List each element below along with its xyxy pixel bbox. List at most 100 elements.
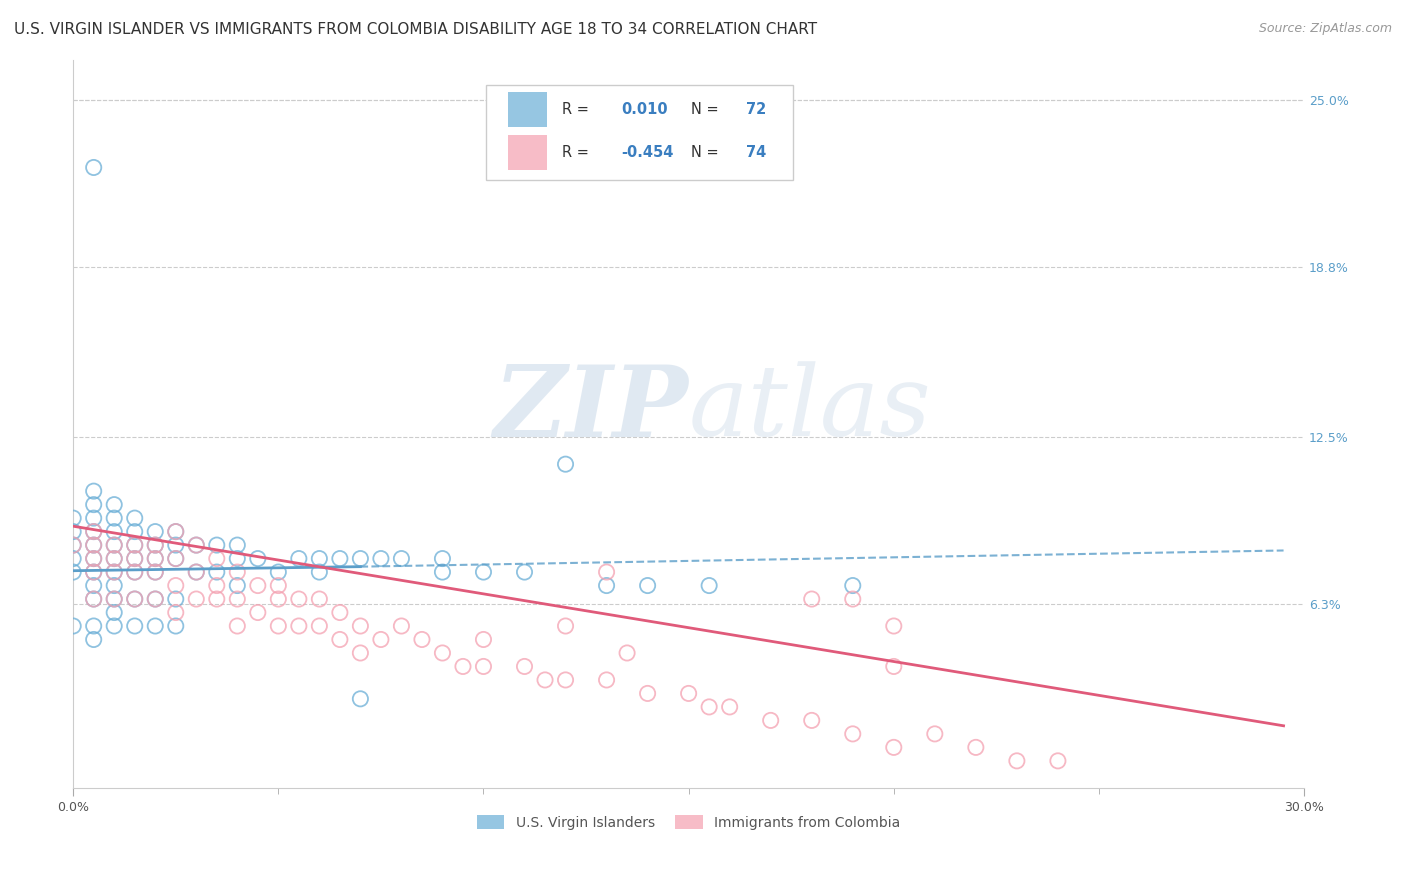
Point xyxy=(186,538,208,552)
Point xyxy=(472,659,495,673)
Text: U.S. VIRGIN ISLANDER VS IMMIGRANTS FROM COLOMBIA DISABILITY AGE 18 TO 34 CORRELA: U.S. VIRGIN ISLANDER VS IMMIGRANTS FROM … xyxy=(14,22,817,37)
Text: R =: R = xyxy=(562,102,593,117)
Point xyxy=(186,565,208,579)
Point xyxy=(267,619,290,633)
Point xyxy=(103,565,125,579)
Point xyxy=(83,619,105,633)
Point xyxy=(883,619,905,633)
Point xyxy=(759,714,782,728)
Point xyxy=(83,632,105,647)
Point xyxy=(267,578,290,592)
Point xyxy=(103,538,125,552)
Point xyxy=(370,551,392,566)
Point xyxy=(391,551,413,566)
Point xyxy=(205,565,228,579)
Point xyxy=(103,538,125,552)
Point xyxy=(1005,754,1028,768)
Point xyxy=(226,565,249,579)
Point xyxy=(165,551,187,566)
Point xyxy=(103,619,125,633)
Point xyxy=(62,538,84,552)
Point xyxy=(329,632,352,647)
Point xyxy=(800,714,823,728)
Point xyxy=(965,740,987,755)
Point xyxy=(370,632,392,647)
Point xyxy=(83,524,105,539)
Point xyxy=(62,511,84,525)
Point xyxy=(83,565,105,579)
Point xyxy=(124,565,146,579)
Point xyxy=(308,565,330,579)
Point xyxy=(205,578,228,592)
Text: 0.010: 0.010 xyxy=(621,102,668,117)
Point xyxy=(472,632,495,647)
Point xyxy=(103,524,125,539)
Point xyxy=(513,565,536,579)
Point xyxy=(62,619,84,633)
Point xyxy=(226,592,249,607)
Point xyxy=(83,511,105,525)
Point xyxy=(472,565,495,579)
Point xyxy=(143,565,166,579)
Legend: U.S. Virgin Islanders, Immigrants from Colombia: U.S. Virgin Islanders, Immigrants from C… xyxy=(471,810,907,836)
Point xyxy=(165,524,187,539)
Point xyxy=(165,578,187,592)
Text: ZIP: ZIP xyxy=(494,361,689,458)
Point xyxy=(308,619,330,633)
Point xyxy=(103,606,125,620)
Point xyxy=(103,565,125,579)
Point xyxy=(124,592,146,607)
Point xyxy=(205,551,228,566)
Point xyxy=(143,592,166,607)
Text: Source: ZipAtlas.com: Source: ZipAtlas.com xyxy=(1258,22,1392,36)
Point xyxy=(718,700,741,714)
Point xyxy=(124,551,146,566)
Point xyxy=(124,511,146,525)
Point xyxy=(432,646,454,660)
Point xyxy=(83,578,105,592)
Point xyxy=(83,484,105,499)
Point xyxy=(924,727,946,741)
Point xyxy=(165,551,187,566)
Point xyxy=(697,700,720,714)
Point xyxy=(349,646,371,660)
Point xyxy=(842,727,865,741)
Point xyxy=(842,592,865,607)
Point xyxy=(83,592,105,607)
Point xyxy=(165,592,187,607)
Point xyxy=(246,578,269,592)
Point xyxy=(143,619,166,633)
Point xyxy=(391,619,413,633)
Point xyxy=(411,632,433,647)
Point xyxy=(83,551,105,566)
Point xyxy=(451,659,474,673)
Point xyxy=(124,592,146,607)
Point xyxy=(267,592,290,607)
Point xyxy=(143,524,166,539)
Point xyxy=(432,551,454,566)
Point xyxy=(697,578,720,592)
Point xyxy=(124,551,146,566)
Point xyxy=(62,551,84,566)
Point xyxy=(226,538,249,552)
Point xyxy=(800,592,823,607)
Point xyxy=(205,538,228,552)
Point xyxy=(883,659,905,673)
Point xyxy=(103,498,125,512)
Point xyxy=(165,524,187,539)
Point xyxy=(124,565,146,579)
Point xyxy=(62,538,84,552)
Point xyxy=(246,606,269,620)
Point xyxy=(842,578,865,592)
Point xyxy=(534,673,557,687)
Point xyxy=(103,551,125,566)
Point xyxy=(308,592,330,607)
Point xyxy=(1046,754,1069,768)
Point xyxy=(186,565,208,579)
Text: N =: N = xyxy=(692,145,723,161)
Point xyxy=(349,551,371,566)
Point xyxy=(329,606,352,620)
Point xyxy=(246,551,269,566)
Point xyxy=(62,565,84,579)
Point xyxy=(83,592,105,607)
